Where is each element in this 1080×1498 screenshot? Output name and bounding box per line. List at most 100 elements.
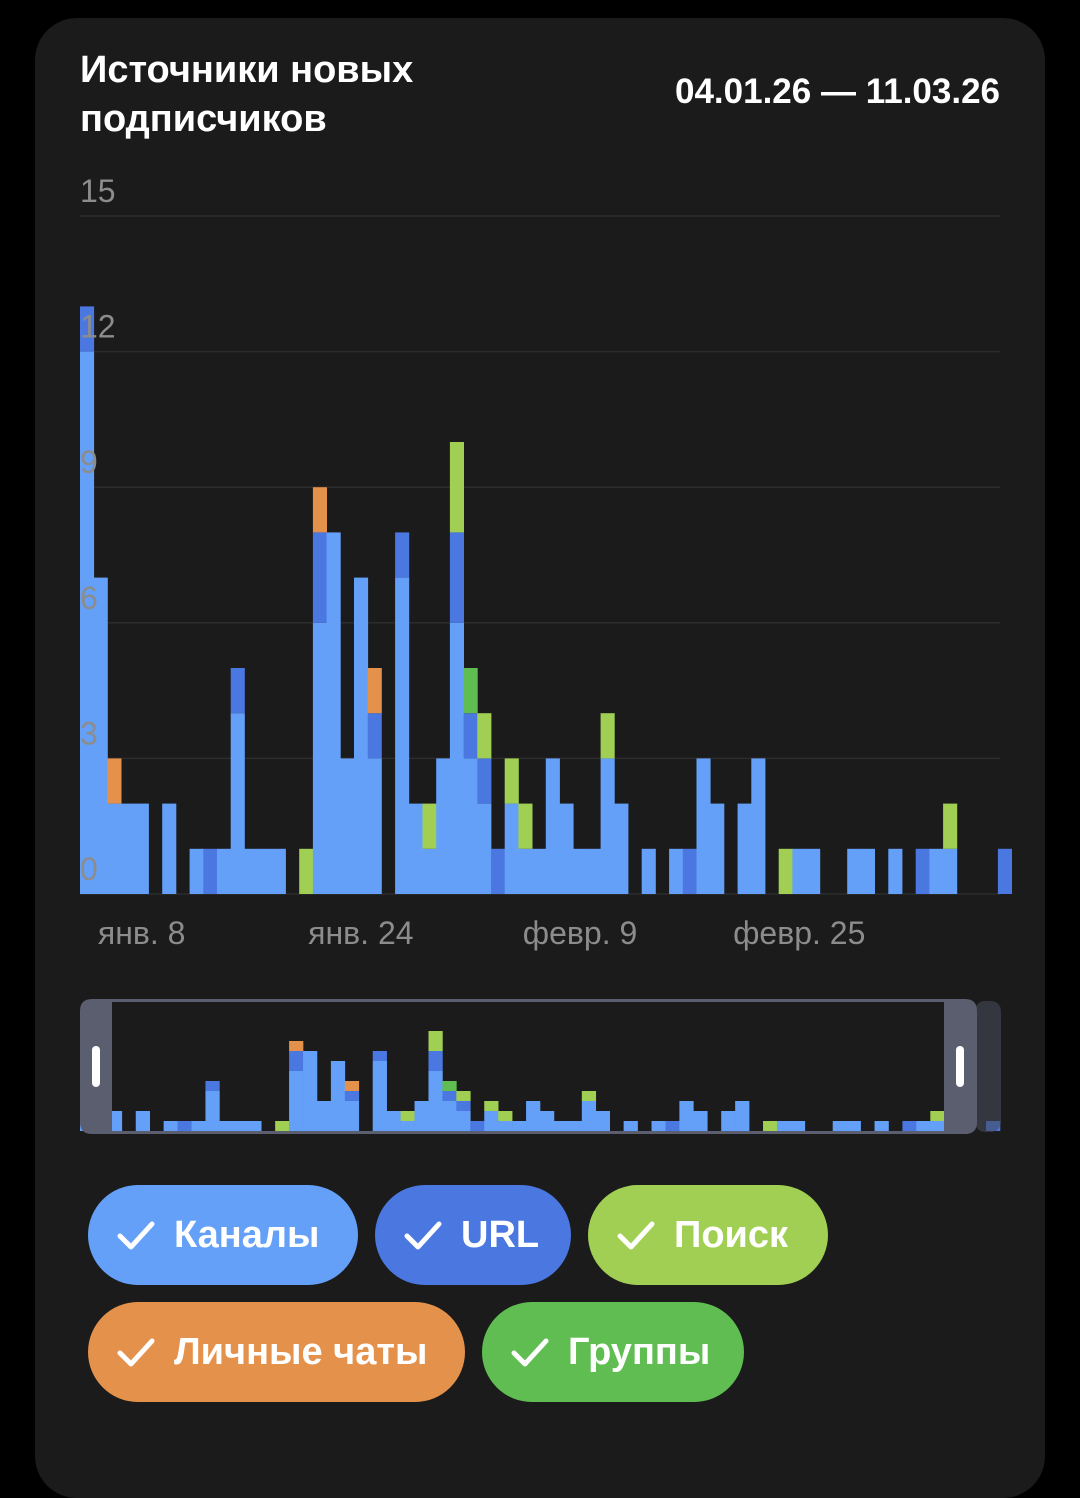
bar-segment-channels — [929, 848, 944, 894]
bar-segment-channels — [258, 848, 273, 894]
stacked-bar-chart: янв. 8 янв. 24 февр. 9 февр. 25 0 3 6 9 12 15 — [80, 173, 1012, 1134]
preview-bar-search — [484, 1101, 499, 1111]
bar-segment-search — [477, 713, 492, 759]
preview-bar-channels — [721, 1111, 736, 1131]
x-tick-label: февр. 25 — [733, 915, 865, 951]
preview-bar-channels — [832, 1121, 847, 1131]
preview-bar-channels — [330, 1061, 346, 1131]
preview-bar-url — [456, 1101, 471, 1111]
bar-segment-search — [299, 848, 314, 894]
bar-segment-url — [997, 848, 1012, 894]
x-tick-label: янв. 24 — [308, 915, 413, 951]
left-handle-grip-icon — [92, 1046, 100, 1087]
preview-bar-channels — [219, 1121, 234, 1131]
legend-label: Поиск — [674, 1213, 789, 1256]
bar-segment-channels — [504, 803, 519, 894]
preview-bar-search — [400, 1111, 415, 1121]
preview-bar-groups — [442, 1081, 457, 1091]
bar-segment-channels — [230, 713, 245, 894]
preview-bar-channels — [567, 1121, 583, 1131]
checkmark-icon — [404, 1221, 442, 1250]
preview-bar-channels — [163, 1121, 178, 1131]
bar-segment-url — [491, 848, 506, 894]
legend-label: Группы — [568, 1330, 711, 1373]
preview-bar-search — [275, 1121, 290, 1131]
bar-segment-url — [230, 668, 245, 714]
bar-segment-channels — [449, 622, 464, 894]
preview-bar-channels — [930, 1121, 945, 1131]
preview-bar-search — [428, 1031, 443, 1051]
bar-segment-channels — [107, 803, 122, 894]
bar-segment-url — [477, 758, 492, 804]
preview-bar-channels — [526, 1101, 541, 1131]
preview-bar-channels — [553, 1121, 569, 1131]
preview-bar-private_chats — [289, 1041, 304, 1051]
bar-segment-channels — [477, 803, 492, 894]
bar-segment-channels — [710, 803, 725, 894]
legend-toggle-url[interactable]: URL — [375, 1185, 571, 1285]
legend-label: Личные чаты — [174, 1330, 428, 1373]
preview-bar-channels — [456, 1111, 471, 1131]
bar-segment-search — [504, 758, 519, 804]
bar-segment-channels — [518, 848, 533, 894]
bar-segment-channels — [162, 803, 177, 894]
bar-segment-url — [449, 532, 464, 623]
bar-segment-search — [943, 803, 958, 849]
legend-label: Каналы — [174, 1213, 320, 1256]
bar-segment-channels — [80, 351, 95, 895]
selection-bottom-border — [110, 1131, 946, 1134]
preview-bar-channels — [595, 1111, 610, 1131]
bar-segment-url — [367, 713, 382, 759]
preview-bar-channels — [233, 1121, 248, 1131]
preview-bar-channels — [247, 1121, 262, 1131]
checkmark-icon — [117, 1338, 155, 1367]
legend-toggle-search[interactable]: Поиск — [588, 1185, 828, 1285]
bar-segment-channels — [792, 848, 807, 894]
bar-segment-private_chats — [312, 487, 327, 533]
preview-bar-channels — [316, 1101, 332, 1131]
y-tick-label: 12 — [80, 309, 116, 345]
preview-bar-channels — [303, 1051, 318, 1131]
preview-unselected-overlay — [975, 1001, 1001, 1132]
preview-bar-channels — [386, 1111, 401, 1131]
preview-bar-private_chats — [344, 1081, 360, 1091]
y-tick-label: 15 — [80, 173, 116, 209]
preview-bar-url — [902, 1121, 917, 1131]
preview-bar-search — [763, 1121, 778, 1131]
bar-segment-channels — [586, 848, 601, 894]
preview-bar-channels — [540, 1111, 555, 1131]
bar-segment-groups — [463, 668, 478, 714]
preview-bar-channels — [846, 1121, 861, 1131]
y-tick-label: 6 — [80, 580, 98, 616]
bar-segment-channels — [737, 803, 752, 894]
preview-bar-channels — [581, 1101, 597, 1131]
preview-bar-channels — [191, 1121, 206, 1131]
legend-toggle-private-chats[interactable]: Личные чаты — [88, 1302, 465, 1402]
preview-bar-channels — [372, 1061, 387, 1131]
bar-segment-channels — [422, 848, 437, 894]
legend-toggle-channels[interactable]: Каналы — [88, 1185, 358, 1285]
bar-segment-channels — [641, 848, 656, 894]
x-axis-labels: янв. 8 янв. 24 февр. 9 февр. 25 — [98, 915, 866, 951]
bar-segment-channels — [271, 848, 286, 894]
preview-bar-url — [177, 1121, 192, 1131]
bar-segment-channels — [847, 848, 862, 894]
legend-label: URL — [461, 1213, 540, 1256]
legend-toggle-groups[interactable]: Группы — [482, 1302, 744, 1402]
preview-bar-channels — [442, 1101, 457, 1131]
bar-segment-channels — [244, 848, 259, 894]
bar-segment-channels — [614, 803, 629, 894]
x-tick-label: янв. 8 — [98, 915, 186, 951]
bar-segment-channels — [189, 848, 204, 894]
bar-segment-channels — [888, 848, 903, 894]
checkmark-icon — [511, 1338, 549, 1367]
preview-bar-channels — [205, 1091, 220, 1131]
preview-bar-url — [372, 1051, 387, 1061]
range-preview[interactable] — [80, 999, 1001, 1134]
bar-segment-channels — [573, 848, 588, 894]
bar-segment-channels — [93, 577, 108, 894]
chart-title: Источники новых подписчиков — [80, 49, 414, 140]
preview-bar-search — [456, 1091, 471, 1101]
y-axis-labels: 0 3 6 9 12 15 — [80, 173, 116, 887]
preview-bar-url — [289, 1051, 304, 1071]
